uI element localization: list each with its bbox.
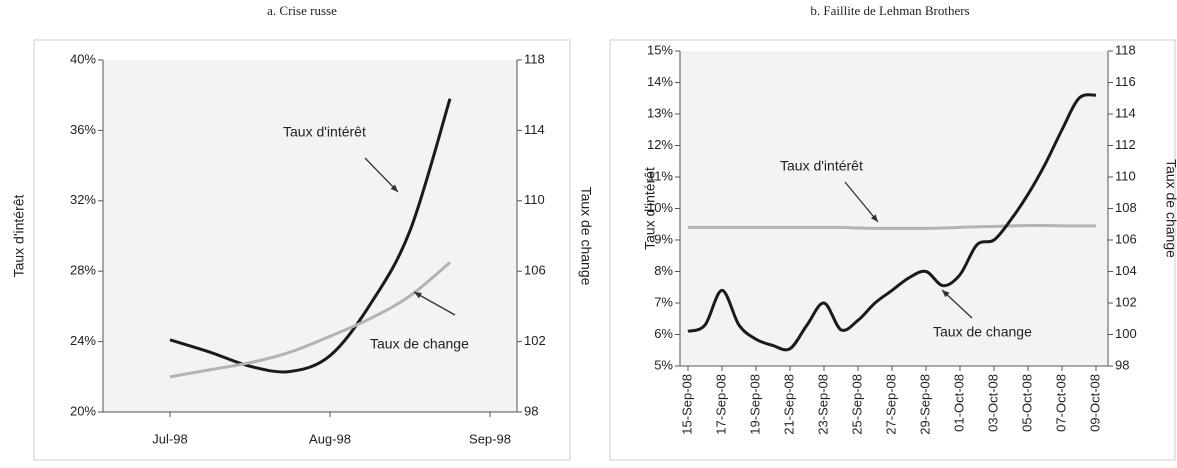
y2-axis-label: Taux de change (578, 187, 594, 286)
arrow-head (414, 292, 422, 299)
y-tick-label: 36% (70, 122, 96, 137)
x-tick-label: 09-Oct-08 (1087, 374, 1102, 432)
y2-tick-label: 114 (1115, 105, 1136, 120)
y-tick-label: 14% (647, 74, 673, 89)
y-tick-label: 11% (648, 168, 673, 183)
series-label: Taux de change (370, 336, 469, 352)
y-tick-label: 9% (654, 231, 673, 246)
y-tick-label: 5% (654, 357, 673, 372)
y2-tick-label: 104 (1115, 263, 1137, 278)
y-axis-label: Taux d'intérêt (642, 167, 658, 250)
y-tick-label: 40% (70, 51, 96, 66)
y2-tick-label: 102 (524, 333, 546, 348)
series-line (169, 98, 452, 374)
annotation-arrow (844, 181, 879, 223)
chart-title: a. Crise russe (267, 3, 337, 18)
x-tick-label: 21-Sep-08 (781, 374, 796, 435)
plot-area (680, 51, 1108, 366)
x-tick-label: 05-Oct-08 (1019, 374, 1034, 432)
y2-tick-label: 110 (524, 192, 545, 207)
y2-tick-label: 116 (1115, 74, 1136, 89)
series-label: Taux d'intérêt (283, 124, 366, 140)
y-tick-label: 32% (70, 192, 96, 207)
annotation-arrow (364, 157, 399, 193)
arrow-head (942, 290, 950, 298)
y-tick-label: 7% (654, 294, 673, 309)
y-tick-label: 6% (654, 326, 673, 341)
y2-tick-label: 118 (1115, 42, 1136, 57)
y2-tick-label: 102 (1115, 294, 1137, 309)
y2-tick-label: 112 (1115, 137, 1136, 152)
series-line (688, 223, 1096, 230)
y-tick-label: 15% (647, 42, 673, 57)
y-tick-label: 20% (70, 403, 96, 418)
y-tick-label: 13% (647, 105, 673, 120)
x-tick-label: 01-Oct-08 (951, 374, 966, 432)
x-tick-label: 29-Sep-08 (917, 374, 932, 435)
chart-title: b. Faillite de Lehman Brothers (810, 3, 969, 18)
y2-tick-label: 98 (1115, 357, 1129, 372)
y2-tick-label: 118 (524, 51, 545, 66)
y-tick-label: 8% (654, 263, 673, 278)
y-axis-label: Taux d'intérêt (11, 194, 27, 277)
y2-tick-label: 114 (524, 122, 545, 137)
y2-tick-label: 98 (524, 403, 538, 418)
y2-axis-label: Taux de change (1163, 159, 1177, 258)
x-tick-label: 23-Sep-08 (815, 374, 830, 435)
x-tick-label: Jul-98 (152, 431, 187, 446)
x-tick-label: Aug-98 (309, 431, 351, 446)
series-line (169, 261, 451, 379)
y-tick-label: 12% (647, 137, 673, 152)
y-tick-label: 28% (70, 263, 96, 278)
y2-tick-label: 110 (1115, 168, 1136, 183)
x-tick-label: 17-Sep-08 (713, 374, 728, 435)
plot-area (103, 60, 517, 412)
x-tick-label: 15-Sep-08 (679, 374, 694, 435)
arrow-head (870, 214, 878, 222)
y2-tick-label: 108 (1115, 200, 1137, 215)
x-tick-label: 25-Sep-08 (849, 374, 864, 435)
series-label: Taux de change (933, 324, 1032, 340)
x-tick-label: 07-Oct-08 (1053, 374, 1068, 432)
y-tick-label: 24% (70, 333, 96, 348)
x-tick-label: 19-Sep-08 (747, 374, 762, 435)
y2-tick-label: 100 (1115, 326, 1137, 341)
series-label: Taux d'intérêt (780, 158, 863, 174)
y2-tick-label: 106 (524, 263, 546, 278)
arrow-head (390, 184, 398, 192)
y-tick-label: 10% (647, 200, 673, 215)
x-tick-label: 03-Oct-08 (985, 374, 1000, 432)
x-tick-label: Sep-98 (469, 431, 511, 446)
x-tick-label: 27-Sep-08 (883, 374, 898, 435)
series-line (687, 93, 1097, 352)
y2-tick-label: 106 (1115, 231, 1137, 246)
annotation-arrow (413, 291, 456, 316)
